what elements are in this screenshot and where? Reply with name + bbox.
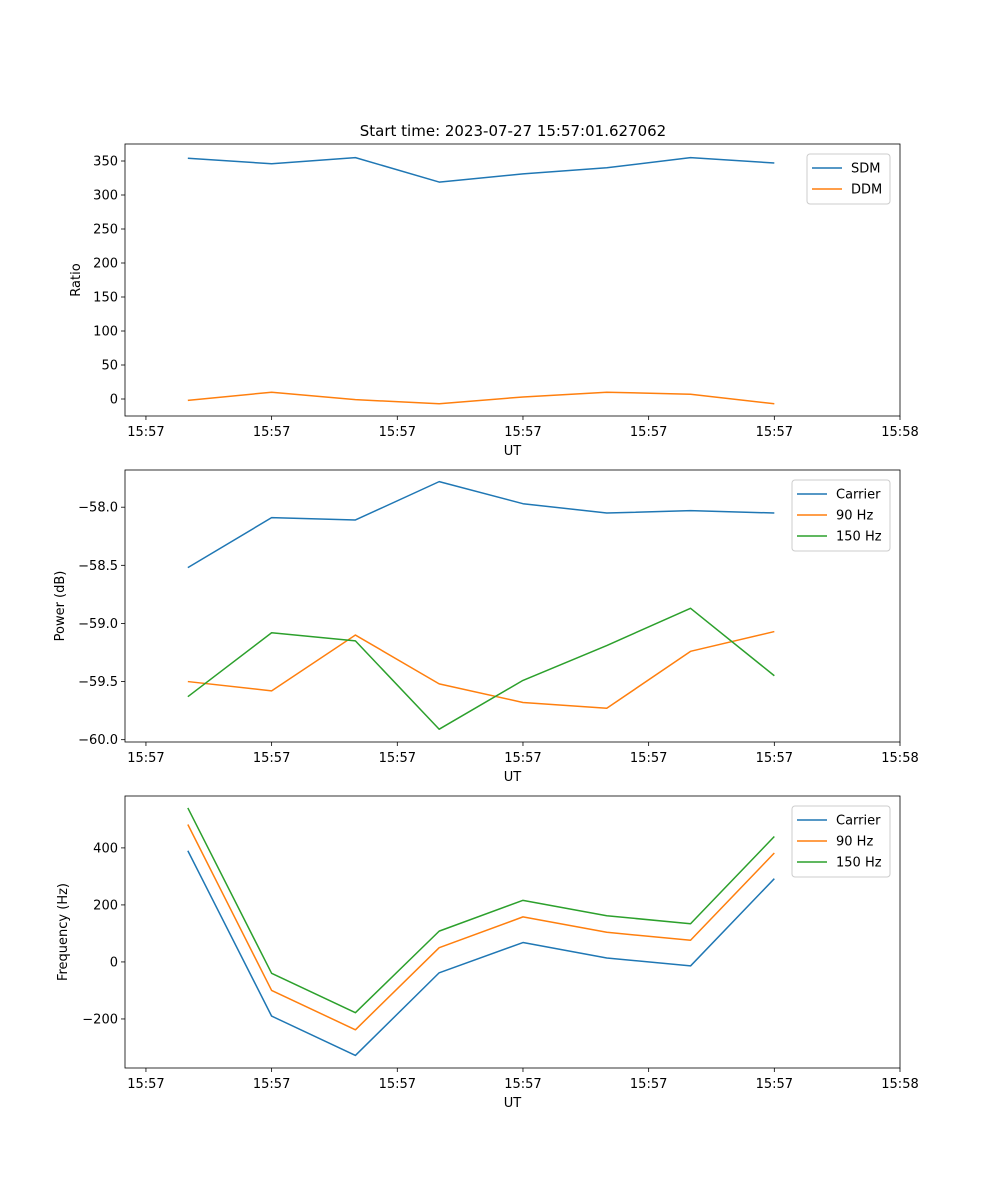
x-tick-label: 15:57 (127, 1077, 164, 1092)
x-tick-label: 15:57 (756, 1077, 793, 1092)
y-tick-label: −59.0 (78, 617, 118, 632)
y-axis-label: Frequency (Hz) (56, 883, 71, 981)
y-tick-label: 250 (93, 223, 118, 238)
legend-entry-label: 90 Hz (836, 509, 873, 524)
x-tick-label: 15:57 (127, 751, 164, 766)
series-line-carrier (187, 850, 775, 1057)
y-tick-label: 100 (93, 325, 118, 340)
x-tick-label: 15:57 (127, 425, 164, 440)
legend: Carrier 90 Hz 150 Hz (791, 805, 891, 878)
series-line-sdm (187, 156, 775, 183)
y-axis-label: Power (dB) (53, 571, 68, 642)
axes-frame (124, 469, 901, 743)
x-tick-label: 15:57 (253, 425, 290, 440)
series-line-90-hz (187, 630, 775, 710)
legend-entry-label: SDM (851, 162, 880, 177)
x-tick-label: 15:57 (630, 751, 667, 766)
x-tick-label: 15:57 (630, 1077, 667, 1092)
y-tick-label: −58.0 (78, 501, 118, 516)
legend-entry-label: Carrier (836, 488, 881, 503)
legend: SDM DDM (806, 153, 891, 205)
x-tick-label: 15:57 (379, 425, 416, 440)
x-tick-label: 15:57 (630, 425, 667, 440)
ratio-panel: 15:57 15:57 15:57 15:57 15:57 15:57 15:58 0 50 10… (69, 143, 919, 459)
series-line-150-hz (187, 807, 775, 1014)
legend-box (806, 153, 891, 205)
legend: Carrier 90 Hz 150 Hz (791, 479, 891, 552)
series-line-90-hz (187, 824, 775, 1031)
axes-frame (124, 143, 901, 417)
y-tick-label: −200 (82, 1012, 118, 1027)
x-axis-label: UT (504, 444, 522, 459)
y-tick-label: 200 (93, 898, 118, 913)
y-axis-label: Ratio (69, 263, 84, 296)
series-line-150-hz (187, 607, 775, 730)
x-axis-label: UT (504, 770, 522, 785)
power-panel: 15:57 15:57 15:57 15:57 15:57 15:57 15:58 −60.0… (53, 469, 919, 785)
y-tick-label: −59.5 (78, 675, 118, 690)
legend-box (791, 479, 891, 552)
x-tick-label: 15:57 (504, 1077, 541, 1092)
legend-box (791, 805, 891, 878)
x-tick-label: 15:57 (504, 425, 541, 440)
y-tick-label: 50 (101, 359, 118, 374)
y-tick-label: 150 (93, 291, 118, 306)
figure-title: Start time: 2023-07-27 15:57:01.627062 (360, 122, 666, 140)
legend-entry-label: DDM (851, 183, 882, 198)
y-tick-label: 0 (110, 393, 118, 408)
x-tick-label: 15:57 (253, 1077, 290, 1092)
x-tick-label: 15:57 (756, 425, 793, 440)
x-axis-label: UT (504, 1096, 522, 1111)
x-tick-label: 15:58 (881, 751, 918, 766)
y-tick-label: 400 (93, 841, 118, 856)
x-tick-label: 15:58 (881, 1077, 918, 1092)
frequency-panel: 15:57 15:57 15:57 15:57 15:57 15:57 15:58 −200 0… (56, 795, 919, 1111)
legend-entry-label: Carrier (836, 814, 881, 829)
x-tick-label: 15:57 (379, 1077, 416, 1092)
y-tick-label: 350 (93, 155, 118, 170)
legend-entry-label: 150 Hz (836, 530, 882, 545)
series-line-ddm (187, 391, 775, 405)
axes-frame (124, 795, 901, 1069)
y-tick-label: 0 (110, 955, 118, 970)
y-tick-label: −60.0 (78, 733, 118, 748)
x-tick-label: 15:58 (881, 425, 918, 440)
x-tick-label: 15:57 (379, 751, 416, 766)
x-tick-label: 15:57 (253, 751, 290, 766)
series-line-carrier (187, 480, 775, 569)
x-tick-label: 15:57 (504, 751, 541, 766)
legend-entry-label: 90 Hz (836, 835, 873, 850)
y-tick-label: −58.5 (78, 559, 118, 574)
panels: 15:57 15:57 15:57 15:57 15:57 15:57 15:58 0 50 10… (53, 143, 919, 1111)
legend-entry-label: 150 Hz (836, 856, 882, 871)
y-tick-label: 300 (93, 189, 118, 204)
x-tick-label: 15:57 (756, 751, 793, 766)
y-tick-label: 200 (93, 257, 118, 272)
